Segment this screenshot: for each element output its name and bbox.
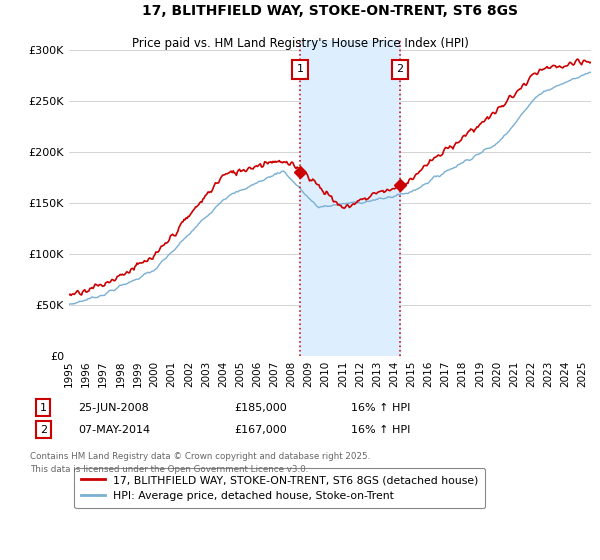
Legend: 17, BLITHFIELD WAY, STOKE-ON-TRENT, ST6 8GS (detached house), HPI: Average price: 17, BLITHFIELD WAY, STOKE-ON-TRENT, ST6 … <box>74 468 485 508</box>
Text: 16% ↑ HPI: 16% ↑ HPI <box>351 424 410 435</box>
Text: £185,000: £185,000 <box>234 403 287 413</box>
Text: 16% ↑ HPI: 16% ↑ HPI <box>351 403 410 413</box>
Text: 2: 2 <box>397 64 404 74</box>
Text: Contains HM Land Registry data © Crown copyright and database right 2025.
This d: Contains HM Land Registry data © Crown c… <box>30 452 370 474</box>
Text: 1: 1 <box>296 64 304 74</box>
Title: 17, BLITHFIELD WAY, STOKE-ON-TRENT, ST6 8GS: 17, BLITHFIELD WAY, STOKE-ON-TRENT, ST6 … <box>142 4 518 18</box>
Bar <box>300 40 400 356</box>
Text: 07-MAY-2014: 07-MAY-2014 <box>78 424 150 435</box>
Text: £167,000: £167,000 <box>234 424 287 435</box>
Text: 25-JUN-2008: 25-JUN-2008 <box>78 403 149 413</box>
Text: Price paid vs. HM Land Registry's House Price Index (HPI): Price paid vs. HM Land Registry's House … <box>131 37 469 50</box>
Text: 2: 2 <box>40 424 47 435</box>
Text: 1: 1 <box>40 403 47 413</box>
